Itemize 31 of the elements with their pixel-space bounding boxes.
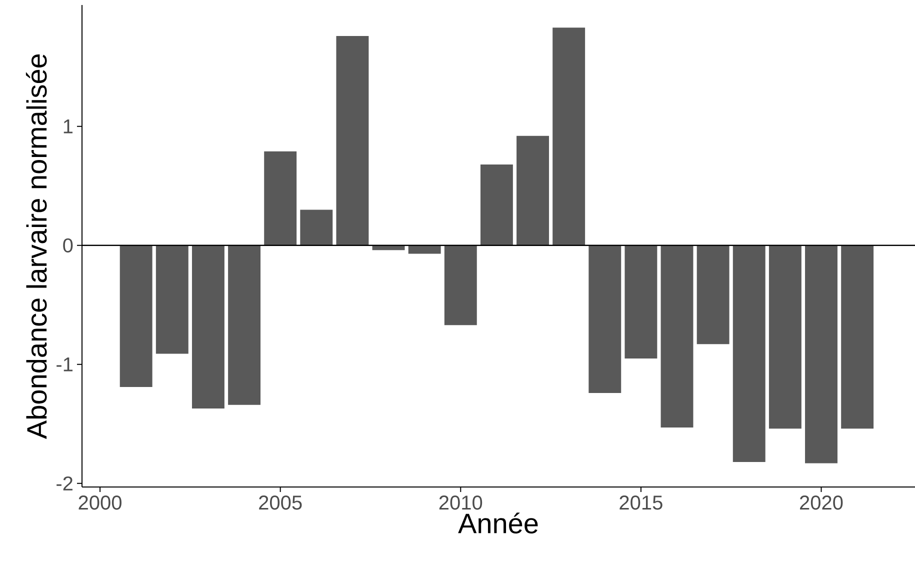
x-tick-label: 2000 xyxy=(78,496,122,510)
bar xyxy=(624,245,658,358)
bar xyxy=(228,245,260,405)
bar xyxy=(516,136,549,246)
x-tick-label: 2010 xyxy=(439,496,482,510)
x-tick-label: 2015 xyxy=(620,496,662,510)
bar xyxy=(841,245,874,429)
bar xyxy=(732,245,766,462)
bar xyxy=(552,28,586,246)
bar xyxy=(156,245,188,354)
bar xyxy=(768,245,802,429)
bar xyxy=(480,164,513,246)
bar xyxy=(660,245,694,428)
bar xyxy=(192,245,224,408)
x-tick-label: 2020 xyxy=(800,496,843,510)
y-axis-title: Abondance larvaire normalisée xyxy=(26,54,47,439)
bar xyxy=(696,245,730,344)
bar xyxy=(336,36,369,246)
y-tick-label: -1 xyxy=(56,358,72,372)
x-axis-title: Année xyxy=(458,512,538,534)
y-tick-label: 1 xyxy=(64,120,72,134)
bar xyxy=(588,245,622,393)
x-tick-label: 2005 xyxy=(259,496,302,510)
bar xyxy=(300,210,333,246)
bar xyxy=(120,245,152,388)
bar xyxy=(805,245,838,464)
y-tick-label: 0 xyxy=(63,238,73,252)
y-tick-label: -2 xyxy=(56,476,72,490)
bar xyxy=(444,245,477,326)
bar xyxy=(264,151,297,246)
bar xyxy=(408,245,441,254)
